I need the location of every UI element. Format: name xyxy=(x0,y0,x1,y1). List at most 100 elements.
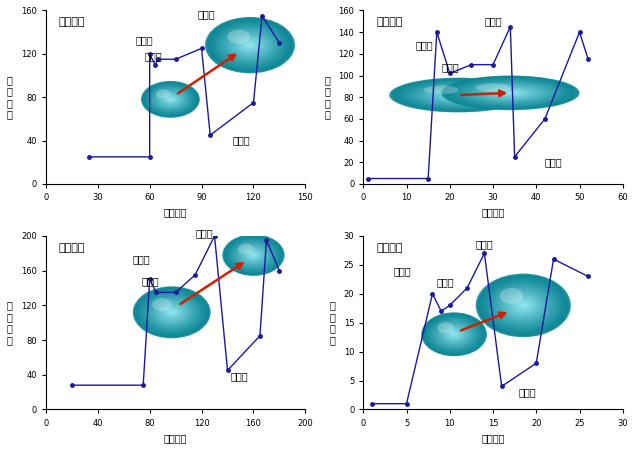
Circle shape xyxy=(168,98,172,101)
Circle shape xyxy=(248,252,258,259)
Circle shape xyxy=(239,39,260,52)
Circle shape xyxy=(392,78,525,112)
Circle shape xyxy=(147,296,196,329)
Circle shape xyxy=(137,289,207,336)
Circle shape xyxy=(410,83,507,107)
Circle shape xyxy=(483,86,538,100)
Circle shape xyxy=(476,274,571,337)
Text: 부활기: 부활기 xyxy=(142,276,159,286)
Text: 퇴조기: 퇴조기 xyxy=(394,266,411,276)
Circle shape xyxy=(141,81,200,118)
Circle shape xyxy=(250,253,257,257)
Circle shape xyxy=(436,322,472,347)
Circle shape xyxy=(506,294,541,317)
Circle shape xyxy=(481,277,566,334)
Y-axis label: 특
허
건
수: 특 허 건 수 xyxy=(330,300,335,345)
Circle shape xyxy=(464,81,556,104)
Circle shape xyxy=(462,81,559,105)
Circle shape xyxy=(396,79,521,111)
Circle shape xyxy=(444,91,472,99)
Circle shape xyxy=(205,17,295,73)
Circle shape xyxy=(168,310,176,315)
Circle shape xyxy=(148,85,193,113)
Circle shape xyxy=(143,82,198,117)
Circle shape xyxy=(478,85,542,101)
Text: 성숙기: 성숙기 xyxy=(198,9,215,19)
Circle shape xyxy=(210,20,290,71)
Text: 퇴조기: 퇴조기 xyxy=(133,254,150,265)
Circle shape xyxy=(403,81,514,109)
Circle shape xyxy=(429,87,488,103)
Circle shape xyxy=(157,91,184,108)
Circle shape xyxy=(424,86,458,94)
Circle shape xyxy=(438,90,479,100)
Circle shape xyxy=(156,302,187,323)
Circle shape xyxy=(480,86,540,100)
Circle shape xyxy=(231,240,276,270)
Circle shape xyxy=(140,292,203,333)
Circle shape xyxy=(232,34,268,56)
Circle shape xyxy=(163,94,178,104)
Circle shape xyxy=(437,323,472,346)
Circle shape xyxy=(229,238,278,272)
Circle shape xyxy=(231,33,269,57)
Circle shape xyxy=(152,299,191,325)
Y-axis label: 특
허
건
수: 특 허 건 수 xyxy=(324,75,330,120)
Circle shape xyxy=(425,315,484,354)
Circle shape xyxy=(161,306,182,319)
Text: 발전기: 발전기 xyxy=(232,135,250,145)
Circle shape xyxy=(508,92,512,94)
Circle shape xyxy=(434,321,474,347)
Circle shape xyxy=(485,86,536,99)
Circle shape xyxy=(440,325,469,344)
Circle shape xyxy=(432,320,476,349)
Circle shape xyxy=(479,276,568,335)
Circle shape xyxy=(476,83,511,92)
Circle shape xyxy=(422,86,495,104)
Y-axis label: 특
허
건
수: 특 허 건 수 xyxy=(7,300,13,345)
Circle shape xyxy=(225,236,281,274)
Circle shape xyxy=(444,328,464,341)
Circle shape xyxy=(443,76,577,110)
Circle shape xyxy=(211,21,289,70)
Circle shape xyxy=(448,331,460,338)
Circle shape xyxy=(438,322,454,333)
Text: 부활기: 부활기 xyxy=(437,277,455,287)
Circle shape xyxy=(224,236,283,274)
Circle shape xyxy=(504,91,518,94)
Circle shape xyxy=(440,90,477,99)
Circle shape xyxy=(412,83,505,107)
Circle shape xyxy=(134,287,210,338)
Circle shape xyxy=(425,315,483,353)
Circle shape xyxy=(500,288,523,304)
Circle shape xyxy=(441,325,467,343)
Circle shape xyxy=(150,86,191,112)
Circle shape xyxy=(163,306,181,319)
Circle shape xyxy=(156,89,170,99)
Circle shape xyxy=(498,90,522,96)
Circle shape xyxy=(155,301,189,324)
Circle shape xyxy=(408,82,509,108)
Circle shape xyxy=(457,80,563,106)
Circle shape xyxy=(246,42,255,48)
Circle shape xyxy=(247,251,260,259)
Circle shape xyxy=(421,312,487,356)
Circle shape xyxy=(238,38,262,53)
Circle shape xyxy=(225,29,276,61)
Circle shape xyxy=(133,286,211,338)
Circle shape xyxy=(448,330,460,339)
Text: 한국특허: 한국특허 xyxy=(59,18,85,27)
Circle shape xyxy=(237,244,270,266)
Circle shape xyxy=(227,238,279,272)
Circle shape xyxy=(151,298,192,326)
Circle shape xyxy=(451,332,457,337)
Circle shape xyxy=(431,319,477,350)
Circle shape xyxy=(449,93,467,97)
Circle shape xyxy=(241,40,259,51)
Circle shape xyxy=(436,89,481,101)
Circle shape xyxy=(505,92,515,94)
Circle shape xyxy=(241,247,266,263)
Circle shape xyxy=(229,32,271,58)
Circle shape xyxy=(450,78,570,108)
Circle shape xyxy=(164,96,177,103)
